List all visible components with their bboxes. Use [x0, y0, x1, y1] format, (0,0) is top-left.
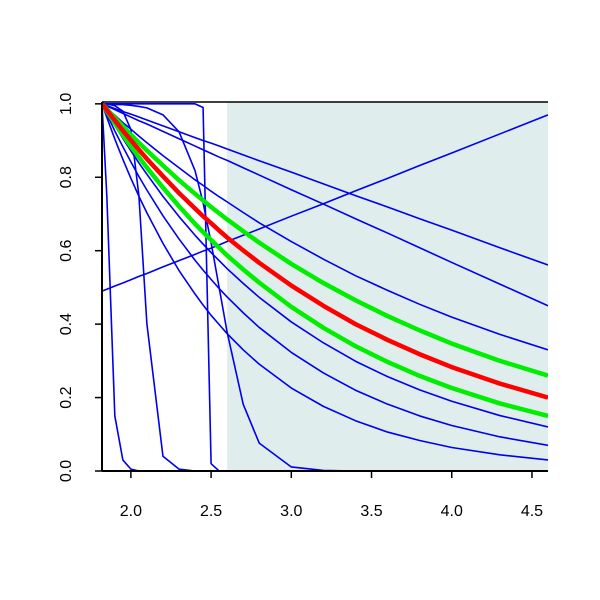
series-line	[102, 102, 548, 378]
x-tick-label: 4.5	[521, 503, 543, 520]
x-tick-label: 3.5	[360, 503, 382, 520]
series-line	[102, 103, 548, 461]
y-tick-label: 1.0	[58, 93, 75, 115]
series-line	[102, 103, 548, 447]
y-tick-label: 0.6	[58, 239, 75, 261]
series-line	[102, 103, 548, 471]
series-line	[102, 103, 548, 471]
x-tick-label: 2.5	[200, 503, 222, 520]
series-line	[102, 103, 548, 471]
x-tick-label: 4.0	[441, 503, 463, 520]
y-tick-label: 0.8	[58, 166, 75, 188]
series-line	[102, 103, 548, 266]
x-tick-label: 2.0	[120, 503, 142, 520]
y-tick-label: 0.4	[58, 313, 75, 335]
series-line	[102, 103, 548, 471]
x-tick-label: 3.0	[280, 503, 302, 520]
shaded-region	[227, 102, 548, 471]
series-line	[102, 102, 548, 400]
series-line	[102, 103, 548, 428]
axes-layer: 2.0 2.5 3.0 3.5 4.0 4.5 0.0 0.2 0.4 0.6 0.8 1.0	[58, 93, 548, 520]
series-line	[102, 103, 548, 307]
lines-layer	[102, 102, 548, 471]
series-line	[102, 102, 548, 419]
y-tick-label: 0.0	[58, 460, 75, 482]
background-layer	[227, 102, 548, 471]
y-tick-label: 0.2	[58, 386, 75, 408]
